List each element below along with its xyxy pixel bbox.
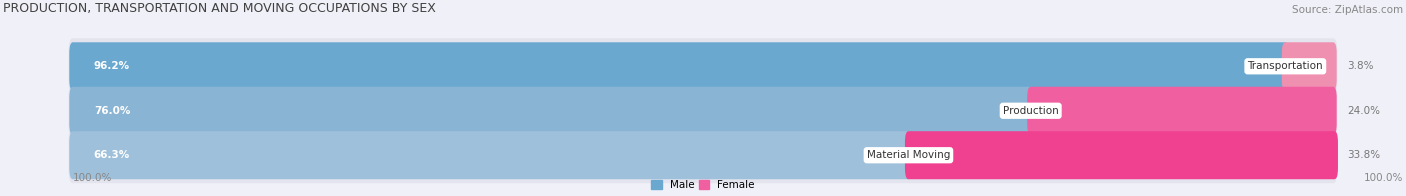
Text: Transportation: Transportation: [1247, 61, 1323, 71]
Text: 66.3%: 66.3%: [94, 150, 131, 160]
Text: PRODUCTION, TRANSPORTATION AND MOVING OCCUPATIONS BY SEX: PRODUCTION, TRANSPORTATION AND MOVING OC…: [3, 2, 436, 15]
FancyBboxPatch shape: [1028, 87, 1337, 135]
FancyBboxPatch shape: [69, 87, 1035, 135]
Text: 24.0%: 24.0%: [1347, 106, 1381, 116]
Text: 3.8%: 3.8%: [1347, 61, 1374, 71]
Text: Source: ZipAtlas.com: Source: ZipAtlas.com: [1292, 5, 1403, 15]
Text: 33.8%: 33.8%: [1347, 150, 1381, 160]
Text: 100.0%: 100.0%: [73, 173, 112, 183]
FancyBboxPatch shape: [69, 38, 1337, 94]
FancyBboxPatch shape: [69, 131, 912, 179]
Text: Material Moving: Material Moving: [866, 150, 950, 160]
FancyBboxPatch shape: [69, 83, 1337, 139]
Text: Production: Production: [1002, 106, 1059, 116]
FancyBboxPatch shape: [69, 127, 1337, 183]
FancyBboxPatch shape: [1282, 42, 1337, 90]
FancyBboxPatch shape: [905, 131, 1339, 179]
Text: 100.0%: 100.0%: [1364, 173, 1403, 183]
Legend: Male, Female: Male, Female: [647, 176, 759, 194]
FancyBboxPatch shape: [69, 42, 1289, 90]
Text: 96.2%: 96.2%: [94, 61, 129, 71]
Text: 76.0%: 76.0%: [94, 106, 131, 116]
